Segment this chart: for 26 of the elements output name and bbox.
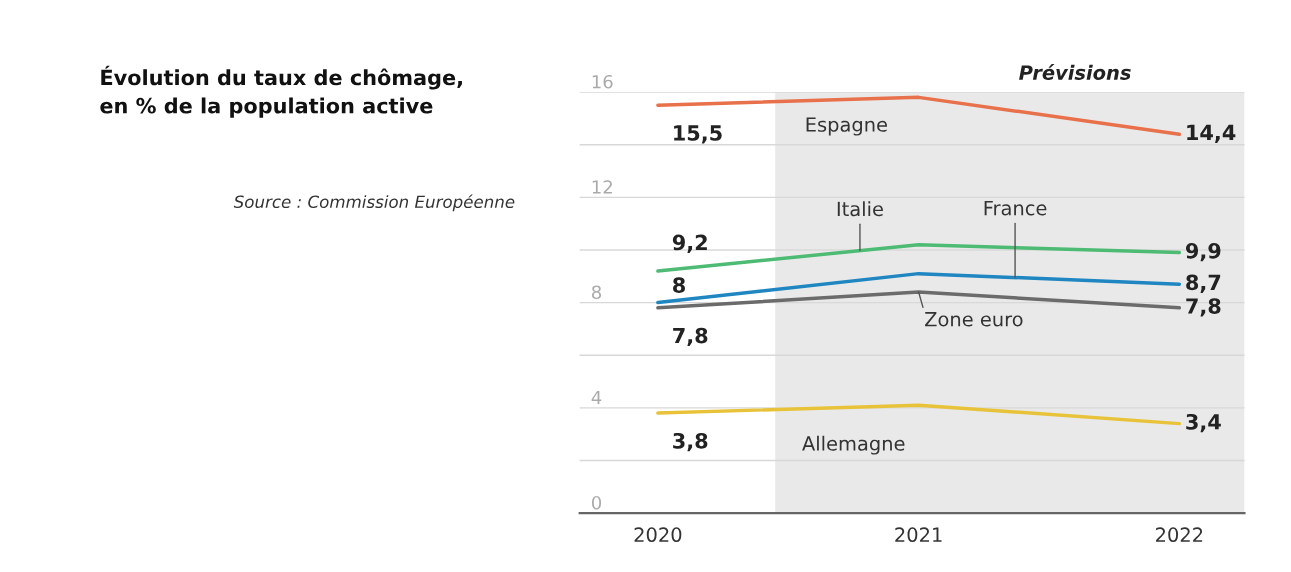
x-tick-label: 2020 xyxy=(634,527,682,543)
data-label: 8,7 xyxy=(1186,274,1221,293)
data-label: 15,5 xyxy=(674,125,722,144)
data-label: 14,4 xyxy=(1187,124,1236,143)
series-label: Espagne xyxy=(806,117,887,136)
y-tick-label: 4 xyxy=(591,390,602,405)
data-label: 3,8 xyxy=(673,432,708,452)
band-label: Prévisions xyxy=(1019,64,1131,80)
y-tick-label: 8 xyxy=(591,285,602,300)
data-label: 7,8 xyxy=(1186,298,1221,317)
data-label: 7,8 xyxy=(673,327,708,347)
text: Évolution du taux de chômage, en % de la population active xyxy=(100,65,462,118)
x-tick-label: 2021 xyxy=(895,527,942,543)
source-note: Source : Commission Européenne xyxy=(233,194,515,212)
y-tick-label: 12 xyxy=(592,180,612,194)
x-tick-label: 2022 xyxy=(1156,527,1203,543)
y-tick-label: 0 xyxy=(591,495,602,510)
series-label: Zone euro xyxy=(925,312,1023,327)
data-label: 8 xyxy=(673,277,685,293)
data-label: 3,4 xyxy=(1186,413,1221,433)
text: France xyxy=(984,200,1047,216)
series-label: Allemagne xyxy=(802,435,905,455)
data-label: 9,2 xyxy=(672,234,707,253)
data-label: 9,9 xyxy=(1185,242,1221,262)
series-label: Italie xyxy=(837,201,883,217)
y-tick-label: 16 xyxy=(592,74,613,89)
